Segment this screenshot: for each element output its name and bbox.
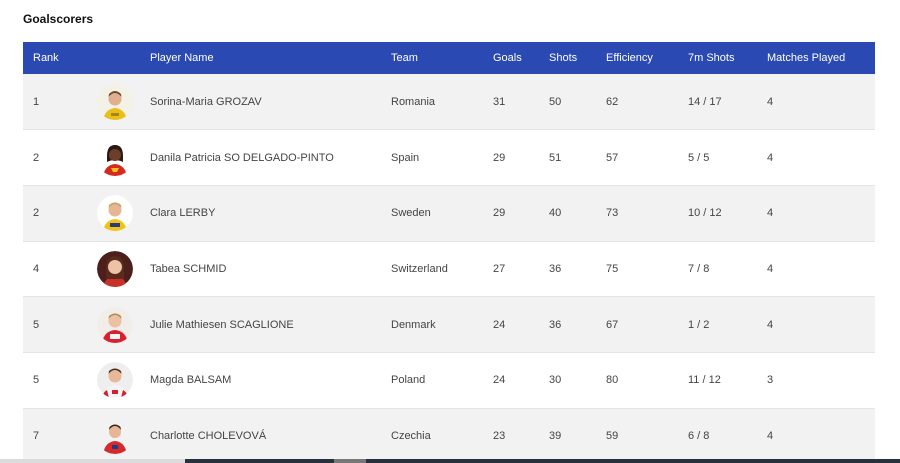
cell-efficiency: 62	[606, 95, 619, 108]
header-efficiency[interactable]: Efficiency	[606, 52, 653, 64]
cell-goals: 27	[493, 262, 506, 275]
player-photo-cell	[87, 74, 140, 130]
cell-goals: 31	[493, 95, 506, 108]
cell-team: Switzerland	[391, 262, 448, 275]
cell-rank: 2	[33, 151, 40, 164]
player-avatar[interactable]	[97, 362, 133, 399]
player-photo-cell	[87, 297, 140, 353]
cell-rank: 5	[33, 374, 40, 387]
table-row[interactable]: 2 Clara LERBY Sweden 29 40 73 10 / 12 4	[23, 185, 875, 242]
header-player-name[interactable]: Player Name	[150, 52, 214, 64]
cell-team: Sweden	[391, 207, 431, 220]
header-matches-played[interactable]: Matches Played	[767, 52, 846, 64]
cell-goals: 24	[493, 374, 506, 387]
cell-rank: 1	[33, 95, 40, 108]
cell-matches-played: 4	[767, 262, 774, 275]
table-row[interactable]: 4 Tabea SCHMID Switzerland 27 36 75 7 / …	[23, 241, 875, 297]
cell-efficiency: 73	[606, 207, 619, 220]
header-goals[interactable]: Goals	[493, 52, 522, 64]
player-avatar[interactable]	[97, 195, 133, 232]
cell-shots: 50	[549, 95, 562, 108]
cell-player-name[interactable]: Magda BALSAM	[150, 374, 232, 387]
cell-matches-played: 3	[767, 374, 774, 387]
header-shots[interactable]: Shots	[549, 52, 578, 64]
cell-efficiency: 75	[606, 262, 619, 275]
cell-rank: 7	[33, 429, 40, 442]
cell-team: Poland	[391, 374, 426, 387]
cell-matches-played: 4	[767, 151, 774, 164]
cell-7m-shots: 10 / 12	[688, 207, 722, 220]
cell-player-name[interactable]: Danila Patricia SO DELGADO-PINTO	[150, 151, 334, 164]
cell-shots: 39	[549, 429, 562, 442]
table-header-row: Rank Player Name Team Goals Shots Effici…	[23, 42, 875, 74]
cell-efficiency: 80	[606, 374, 619, 387]
table-row[interactable]: 5 Magda BALSAM Poland 24 30 80 11 / 12 3	[23, 352, 875, 409]
cell-goals: 23	[493, 429, 506, 442]
cell-team: Spain	[391, 151, 420, 164]
cell-7m-shots: 6 / 8	[688, 429, 710, 442]
player-avatar[interactable]	[97, 83, 133, 120]
cell-matches-played: 4	[767, 429, 774, 442]
cell-shots: 36	[549, 262, 562, 275]
cell-team: Denmark	[391, 318, 436, 331]
page-title: Goalscorers	[23, 12, 94, 26]
cell-rank: 2	[33, 207, 40, 220]
cell-shots: 51	[549, 151, 562, 164]
cell-player-name[interactable]: Sorina-Maria GROZAV	[150, 95, 262, 108]
cell-7m-shots: 5 / 5	[688, 151, 710, 164]
player-photo-cell	[87, 241, 140, 297]
cell-efficiency: 57	[606, 151, 619, 164]
cell-goals: 24	[493, 318, 506, 331]
player-photo-cell	[87, 130, 140, 186]
cell-player-name[interactable]: Charlotte CHOLEVOVÁ	[150, 429, 267, 442]
cell-player-name[interactable]: Julie Mathiesen SCAGLIONE	[150, 318, 294, 331]
cell-player-name[interactable]: Clara LERBY	[150, 207, 216, 220]
horizontal-scrollbar[interactable]	[0, 459, 900, 463]
player-photo-cell	[87, 352, 140, 408]
cell-7m-shots: 11 / 12	[688, 374, 721, 387]
cell-player-name[interactable]: Tabea SCHMID	[150, 262, 227, 275]
cell-efficiency: 59	[606, 429, 619, 442]
cell-matches-played: 4	[767, 95, 774, 108]
table-row[interactable]: 5 Julie Mathiesen SCAGLIONE Denmark 24 3…	[23, 296, 875, 353]
header-photo	[87, 42, 140, 74]
table-row[interactable]: 7 Charlotte CHOLEVOVÁ Czechia 23 39 59 6…	[23, 408, 875, 463]
scrollbar-thumb[interactable]	[334, 459, 366, 463]
player-avatar[interactable]	[97, 139, 133, 176]
player-photo-cell	[87, 185, 140, 241]
player-photo-cell	[87, 408, 140, 463]
player-avatar[interactable]	[97, 417, 133, 454]
table-row[interactable]: 2 Danila Patricia SO DELGADO-PINTO Spain…	[23, 129, 875, 186]
cell-shots: 40	[549, 207, 562, 220]
cell-matches-played: 4	[767, 207, 774, 220]
cell-goals: 29	[493, 207, 506, 220]
player-avatar[interactable]	[97, 306, 133, 343]
player-avatar[interactable]	[97, 250, 133, 287]
cell-7m-shots: 7 / 8	[688, 262, 710, 275]
cell-goals: 29	[493, 151, 506, 164]
cell-shots: 30	[549, 374, 562, 387]
cell-shots: 36	[549, 318, 562, 331]
cell-rank: 5	[33, 318, 40, 331]
cell-team: Czechia	[391, 429, 431, 442]
goalscorers-table: Rank Player Name Team Goals Shots Effici…	[23, 42, 875, 463]
header-rank[interactable]: Rank	[33, 52, 59, 64]
cell-efficiency: 67	[606, 318, 619, 331]
cell-7m-shots: 14 / 17	[688, 95, 722, 108]
cell-team: Romania	[391, 95, 436, 108]
table-row[interactable]: 1 Sorina-Maria GROZAV Romania 31 50 62 1…	[23, 74, 875, 130]
header-7m-shots[interactable]: 7m Shots	[688, 52, 735, 64]
cell-matches-played: 4	[767, 318, 774, 331]
scrollbar-track[interactable]	[185, 459, 900, 463]
cell-7m-shots: 1 / 2	[688, 318, 710, 331]
header-team[interactable]: Team	[391, 52, 418, 64]
cell-rank: 4	[33, 262, 40, 275]
